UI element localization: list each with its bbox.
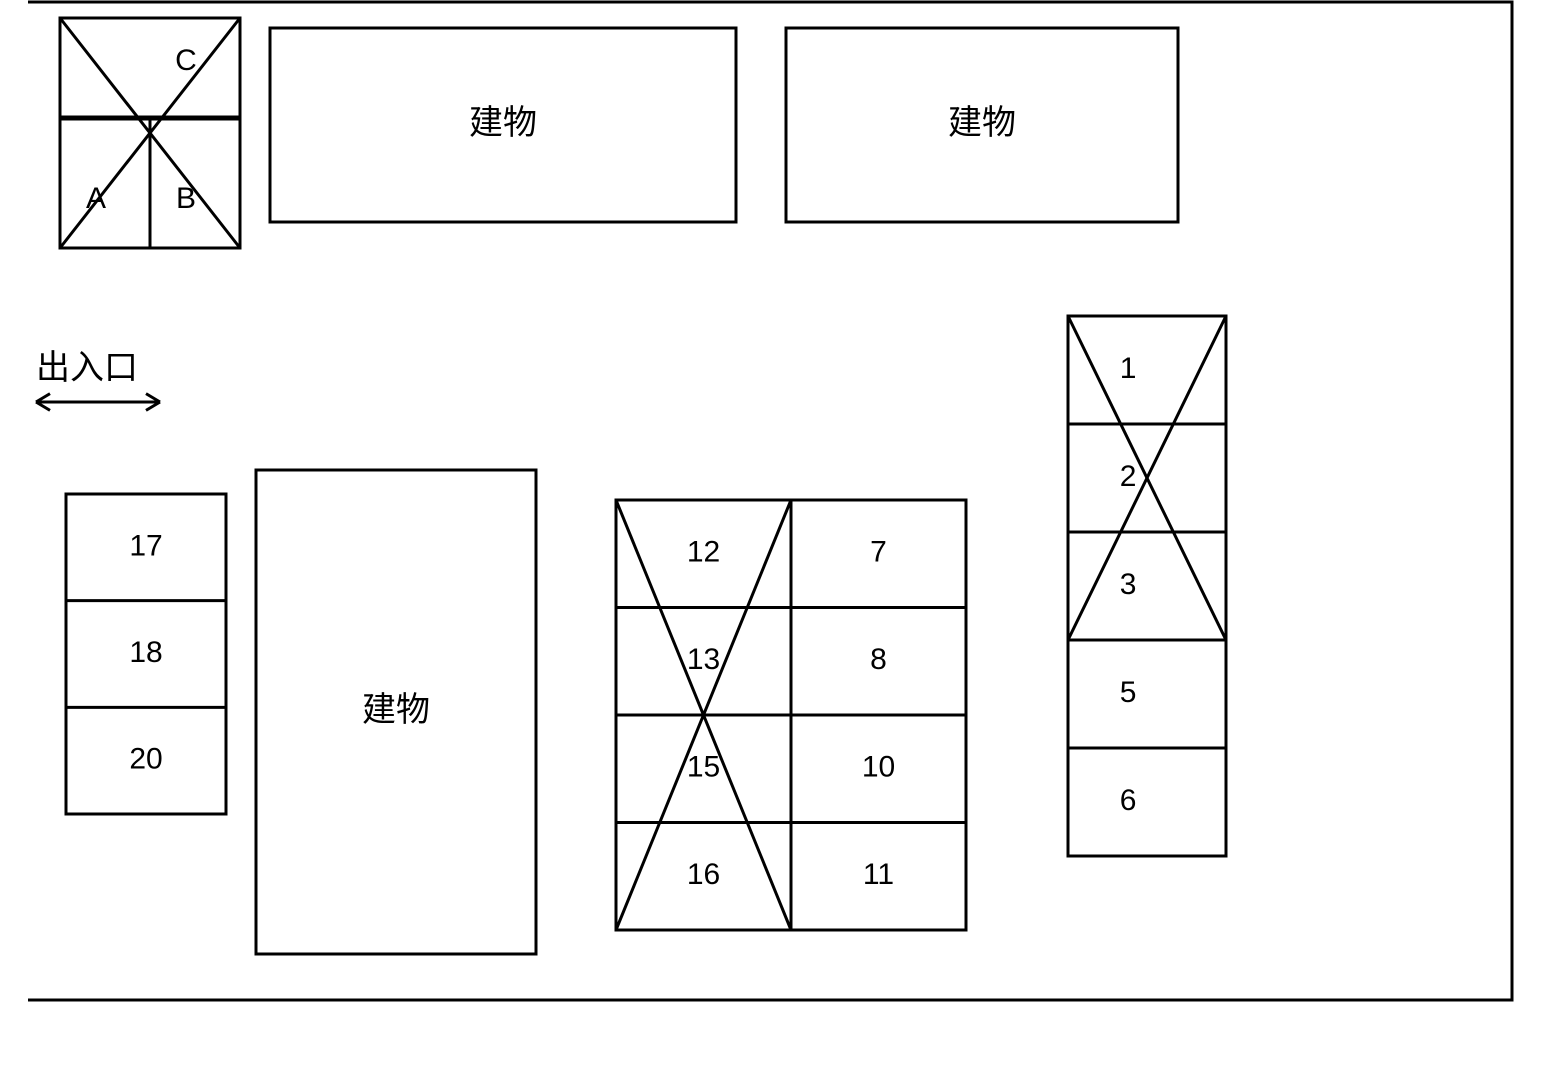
block-right	[1068, 316, 1226, 856]
slot-17-label: 17	[129, 529, 162, 562]
slot-C-label: C	[175, 44, 197, 77]
slot-10-label: 10	[862, 751, 895, 784]
slot-16-label: 16	[687, 858, 720, 891]
slot-3-label: 3	[1120, 568, 1137, 601]
floorplan-svg: 建物建物建物出入口CAB1718201213151678101112356	[0, 0, 1547, 1089]
slot-15-label: 15	[687, 751, 720, 784]
slot-13-label: 13	[687, 643, 720, 676]
slot-2-label: 2	[1120, 460, 1137, 493]
slot-6-label: 6	[1120, 784, 1137, 817]
slot-B-label: B	[176, 182, 196, 215]
slot-C	[60, 18, 240, 118]
building-2-label: 建物	[948, 104, 1016, 142]
slot-12-label: 12	[687, 536, 720, 569]
diagram-stage: 建物建物建物出入口CAB1718201213151678101112356	[0, 0, 1547, 1089]
entrance-label: 出入口	[36, 349, 138, 387]
slot-8-label: 8	[870, 643, 887, 676]
building-3-label: 建物	[362, 691, 430, 729]
slot-5-label: 5	[1120, 676, 1137, 709]
building-1-label: 建物	[469, 104, 537, 142]
slot-18-label: 18	[129, 636, 162, 669]
slot-7-label: 7	[870, 536, 887, 569]
slot-20-label: 20	[129, 743, 162, 776]
slot-1-label: 1	[1120, 352, 1137, 385]
slot-11-label: 11	[863, 858, 894, 891]
slot-A-label: A	[86, 182, 106, 215]
